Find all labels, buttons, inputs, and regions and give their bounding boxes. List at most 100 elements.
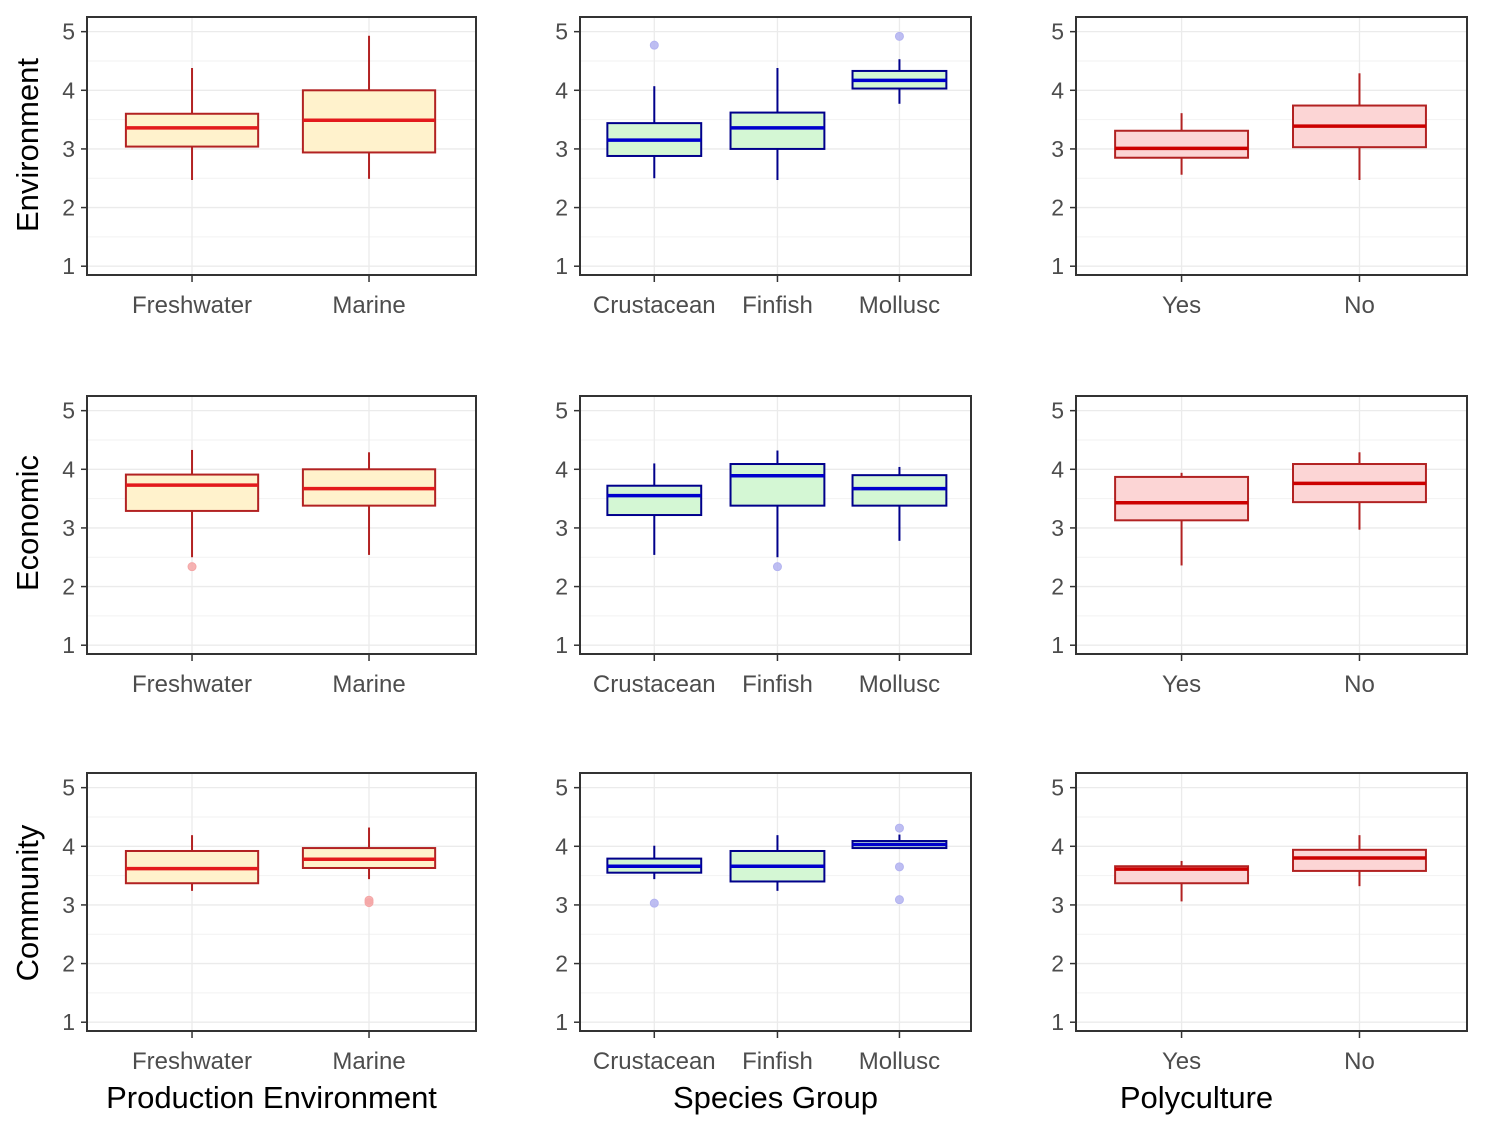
box-marine <box>301 35 437 179</box>
y-tick-label: 3 <box>555 515 568 541</box>
panel-background <box>580 396 971 654</box>
y-tick-label: 5 <box>1051 19 1064 45</box>
box-yes <box>1114 113 1250 175</box>
panel-border <box>1075 16 1468 276</box>
y-tick-label: 4 <box>555 833 568 859</box>
box-finfish <box>729 68 826 181</box>
y-tick-label: 4 <box>1051 833 1064 859</box>
x-category-label-finfish: Finfish <box>742 671 813 698</box>
y-tick-label: 1 <box>555 1009 568 1035</box>
y-tick-label: 2 <box>1051 574 1064 600</box>
panel-border <box>579 395 972 655</box>
panel-background <box>87 396 476 654</box>
y-tick-label: 3 <box>1051 892 1064 918</box>
box-no <box>1292 835 1427 887</box>
x-category-label-no: No <box>1344 292 1375 319</box>
x-category-label-crustacean: Crustacean <box>593 292 716 319</box>
y-tick-label: 2 <box>1051 195 1064 221</box>
box-freshwater <box>124 68 260 181</box>
box-crustacean <box>606 845 703 908</box>
y-tick-label: 2 <box>555 574 568 600</box>
outlier-point <box>364 895 374 905</box>
y-tick-label: 5 <box>555 398 568 424</box>
y-tick-label: 1 <box>1051 253 1064 279</box>
box-marine <box>301 827 437 908</box>
x-category-label-marine: Marine <box>332 1048 405 1075</box>
y-tick-label: 1 <box>555 632 568 658</box>
y-tick-label: 3 <box>62 515 75 541</box>
panel-environment-pe: 1 2 3 4 5 Freshwater Marine <box>62 16 477 319</box>
iqr-box <box>606 484 703 517</box>
y-tick-label: 5 <box>555 775 568 801</box>
iqr-box <box>1114 475 1250 522</box>
box-crustacean <box>606 40 703 179</box>
box-mollusc <box>851 823 948 905</box>
x-category-label-freshwater: Freshwater <box>132 292 252 319</box>
x-category-label-crustacean: Crustacean <box>593 1048 716 1075</box>
x-category-label-no: No <box>1344 1048 1375 1075</box>
y-tick-label: 1 <box>1051 1009 1064 1035</box>
y-tick-label: 4 <box>555 77 568 103</box>
box-no <box>1292 452 1427 530</box>
box-crustacean <box>606 463 703 555</box>
panel-border <box>579 772 972 1032</box>
y-tick-label: 5 <box>1051 398 1064 424</box>
y-tick-label: 2 <box>62 195 75 221</box>
y-tick-label: 2 <box>62 574 75 600</box>
panel-border <box>1075 395 1468 655</box>
column-title-polyculture: Polyculture <box>1120 1080 1273 1115</box>
iqr-box <box>1292 848 1427 872</box>
panel-environment-pc: 1 2 3 4 5 Yes No <box>1051 16 1468 319</box>
panel-economic-pe: 1 2 3 4 5 Freshwater Marine <box>62 395 477 698</box>
y-tick-label: 2 <box>555 951 568 977</box>
outlier-point <box>894 862 904 872</box>
panel-economic-pc: 1 2 3 4 5 Yes No <box>1051 395 1468 698</box>
y-tick-label: 3 <box>1051 515 1064 541</box>
iqr-box <box>729 111 826 150</box>
x-category-label-yes: Yes <box>1162 292 1201 319</box>
x-category-label-freshwater: Freshwater <box>132 671 252 698</box>
y-tick-label: 3 <box>62 892 75 918</box>
row-title-economic: Economic <box>10 455 45 591</box>
iqr-box <box>1114 129 1250 159</box>
y-tick-label: 4 <box>62 833 75 859</box>
panel-border <box>86 772 477 1032</box>
iqr-box <box>124 473 260 512</box>
x-category-label-marine: Marine <box>332 292 405 319</box>
x-category-label-finfish: Finfish <box>742 1048 813 1075</box>
x-category-label-mollusc: Mollusc <box>859 1048 940 1075</box>
x-category-label-finfish: Finfish <box>742 292 813 319</box>
panel-border <box>86 395 477 655</box>
outlier-point <box>649 40 659 50</box>
panel-border <box>86 16 477 276</box>
outlier-point <box>894 31 904 41</box>
outlier-point <box>649 898 659 908</box>
outlier-point <box>772 562 782 572</box>
y-tick-label: 4 <box>62 456 75 482</box>
box-freshwater <box>124 449 260 572</box>
y-tick-label: 1 <box>62 253 75 279</box>
box-mollusc <box>851 31 948 104</box>
panel-community-sg: 1 2 3 4 5 Crustacean Finfish Mollusc <box>555 772 972 1075</box>
box-finfish <box>729 835 826 891</box>
x-category-label-mollusc: Mollusc <box>859 671 940 698</box>
iqr-box <box>124 112 260 148</box>
box-freshwater <box>124 835 260 891</box>
panel-border <box>1075 772 1468 1032</box>
y-tick-label: 4 <box>62 77 75 103</box>
y-tick-label: 3 <box>1051 136 1064 162</box>
panel-community-pc: 1 2 3 4 5 Yes No <box>1051 772 1468 1075</box>
y-tick-label: 1 <box>555 253 568 279</box>
y-tick-label: 2 <box>62 951 75 977</box>
panel-background <box>580 773 971 1031</box>
iqr-box <box>851 474 948 507</box>
y-tick-label: 3 <box>555 136 568 162</box>
x-category-label-mollusc: Mollusc <box>859 292 940 319</box>
y-tick-label: 4 <box>1051 456 1064 482</box>
panel-background <box>87 773 476 1031</box>
y-tick-label: 5 <box>555 19 568 45</box>
x-category-label-crustacean: Crustacean <box>593 671 716 698</box>
y-tick-label: 5 <box>1051 775 1064 801</box>
y-tick-label: 3 <box>555 892 568 918</box>
